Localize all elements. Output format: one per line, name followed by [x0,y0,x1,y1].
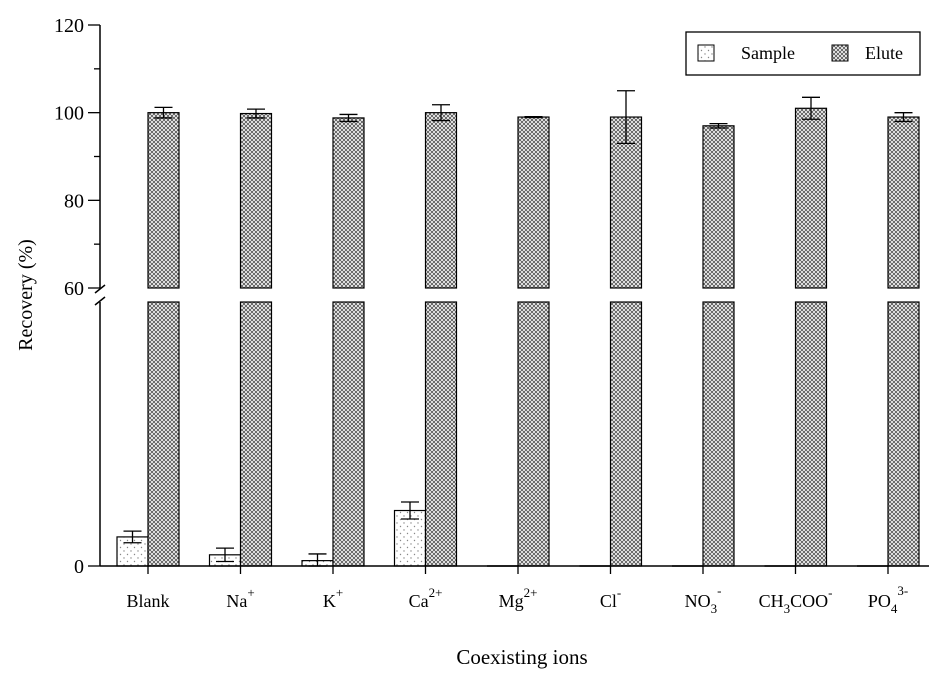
legend-label-elute: Elute [865,43,903,63]
label-sup: 2+ [524,585,538,600]
label-base: Cl [600,591,617,611]
x-tick-label-4: Mg2+ [499,585,538,611]
legend-swatch-sample [697,44,715,62]
y-tick-label-120: 120 [54,15,84,37]
label-sup: - [617,585,621,600]
bar-elute-4 [517,116,550,289]
y-axis-title: Recovery (%) [15,239,37,351]
bar-elute-8 [887,116,920,289]
x-tick-label-6: NO3 - [685,583,722,616]
y-tick-label-0: 0 [74,556,84,578]
y-tick-label-60: 60 [64,278,84,300]
label-base: CH [759,591,784,611]
label-base: PO [868,591,891,611]
label-sup: 2+ [429,585,443,600]
bar-elute-7 [794,107,828,289]
legend-box [685,31,921,76]
legend-label-sample: Sample [741,43,795,63]
bars-layer [116,90,920,567]
y-tick-label-80: 80 [64,190,84,212]
bar-elute-lower-7 [794,301,828,567]
x-tick-label-7: CH3COO- [759,585,833,616]
x-tick-label-0: Blank [127,591,170,611]
bar-elute-0 [147,112,180,289]
label-base: Blank [127,591,170,611]
y-break-mark-upper [94,284,106,294]
bar-elute-1 [239,112,273,289]
label-sup: - [828,585,832,600]
bar-elute-5 [609,116,643,289]
label-base: Na [226,591,247,611]
label-base: NO [685,591,711,611]
x-tick-label-5: Cl- [600,585,621,611]
label-sup: - [717,583,721,598]
label-sub: 4 [891,601,898,616]
x-tick-label-1: Na+ [226,585,254,611]
label-base: Mg [499,591,524,611]
legend: Sample Elute [685,31,921,76]
legend-swatch-elute [831,44,849,62]
label-sub: 3 [711,601,718,616]
y-break-mark-lower [94,296,106,306]
y-tick-label-100: 100 [54,103,84,125]
label-base: Ca [409,591,429,611]
label-sup: + [336,585,343,600]
bar-elute-lower-0 [147,301,180,567]
bar-elute-lower-8 [887,301,920,567]
x-tick-label-3: Ca2+ [409,585,443,611]
x-tick-label-8: PO4 3- [868,583,908,616]
bar-elute-lower-6 [702,301,735,567]
bar-elute-lower-1 [239,301,273,567]
label-tail: COO [790,591,828,611]
x-axis-title: Coexisting ions [456,645,587,669]
x-tick-label-2: K+ [323,585,343,611]
label-base: K [323,591,336,611]
bar-elute-3 [424,112,458,289]
label-sup: 3- [897,583,908,598]
label-sup: + [247,585,254,600]
bar-elute-2 [332,117,365,289]
bar-elute-lower-5 [609,301,643,567]
bar-elute-lower-3 [424,301,458,567]
bar-elute-lower-4 [517,301,550,567]
bar-elute-lower-2 [332,301,365,567]
bar-elute-6 [702,125,735,289]
label-sub: 3 [784,601,791,616]
